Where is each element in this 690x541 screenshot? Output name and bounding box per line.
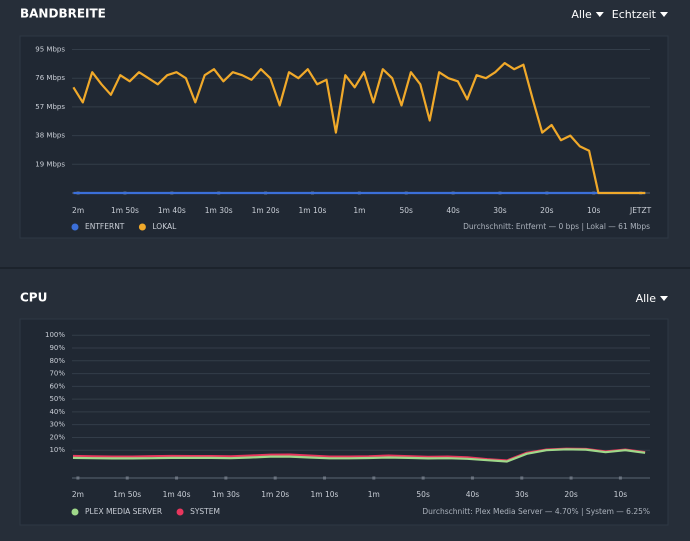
x-tick-label: 20s (540, 206, 554, 215)
legend-marker (176, 508, 184, 516)
panel (19, 318, 669, 526)
dropdown[interactable]: Alle (571, 8, 592, 21)
x-tick-label: 50s (400, 206, 414, 215)
legend-label: LOKAL (152, 222, 177, 231)
legend-marker (71, 223, 79, 231)
y-tick-label: 60% (49, 382, 65, 390)
y-tick-label: 10% (49, 446, 65, 454)
section-title: BANDBREITE (20, 7, 106, 21)
x-tick (470, 476, 474, 480)
dropdown-arrow[interactable] (660, 296, 668, 301)
x-tick-label: 1m 30s (212, 490, 240, 499)
series-line (72, 448, 646, 463)
section-title: CPU (20, 291, 47, 305)
x-tick (569, 476, 573, 480)
x-tick (618, 476, 622, 480)
y-tick-label: 38 Mbps (35, 132, 65, 140)
x-tick-label: 1m 50s (111, 206, 139, 215)
x-tick (520, 476, 524, 480)
x-tick-label: 1m 40s (158, 206, 186, 215)
x-tick-label: 2m (72, 206, 84, 215)
y-tick-label: 95 Mbps (35, 46, 65, 54)
y-tick-label: 90% (49, 344, 65, 352)
summary: Durchschnitt: Entfernt — 0 bps | Lokal —… (463, 222, 650, 231)
x-tick-label: 30s (515, 490, 529, 499)
x-tick (273, 476, 277, 480)
x-tick (323, 476, 327, 480)
y-tick-label: 57 Mbps (35, 103, 65, 111)
x-tick-label: 10s (587, 206, 601, 215)
x-tick-label: 1m 50s (113, 490, 141, 499)
y-tick-label: 70% (49, 370, 65, 378)
legend-label: ENTFERNT (85, 222, 125, 231)
y-tick-label: 50% (49, 395, 65, 403)
x-tick-label: 2m (72, 490, 84, 499)
y-tick-label: 76 Mbps (35, 74, 65, 82)
x-tick-label: 1m 40s (163, 490, 191, 499)
x-tick-label: 1m 10s (299, 206, 327, 215)
y-tick-label: 80% (49, 357, 65, 365)
y-tick-label: 40% (49, 408, 65, 416)
x-tick-label: 30s (493, 206, 507, 215)
dropdown[interactable]: Alle (636, 292, 657, 305)
x-tick-label: 10s (614, 490, 628, 499)
x-tick-label: 1m 20s (261, 490, 289, 499)
dropdown-arrow[interactable] (660, 12, 668, 17)
legend-marker (138, 223, 146, 231)
x-tick-label: 50s (416, 490, 430, 499)
y-tick-label: 20% (49, 433, 65, 441)
legend-label: PLEX MEDIA SERVER (85, 507, 162, 516)
y-tick-label: 30% (49, 421, 65, 429)
x-tick-label: 1m 20s (252, 206, 280, 215)
y-tick-label: 100% (45, 331, 65, 339)
x-tick (421, 476, 425, 480)
y-tick-label: 19 Mbps (35, 160, 65, 168)
x-tick-label: 1m (353, 206, 365, 215)
x-tick-label: 20s (564, 490, 578, 499)
x-tick-label: JETZT (629, 206, 652, 215)
x-tick (372, 476, 376, 480)
series-line (72, 62, 646, 195)
summary: Durchschnitt: Plex Media Server — 4.70% … (422, 507, 650, 516)
x-tick-label: 1m 10s (311, 490, 339, 499)
x-tick (224, 476, 228, 480)
legend-marker (71, 508, 79, 516)
legend-label: SYSTEM (190, 507, 220, 516)
x-tick-label: 40s (446, 206, 460, 215)
x-tick-label: 40s (466, 490, 480, 499)
x-tick (125, 476, 129, 480)
dropdown[interactable]: Echtzeit (612, 8, 657, 21)
x-tick (175, 476, 179, 480)
x-tick (76, 476, 80, 480)
x-tick-label: 1m 30s (205, 206, 233, 215)
dropdown-arrow[interactable] (595, 12, 604, 17)
x-tick-label: 1m (368, 490, 380, 499)
